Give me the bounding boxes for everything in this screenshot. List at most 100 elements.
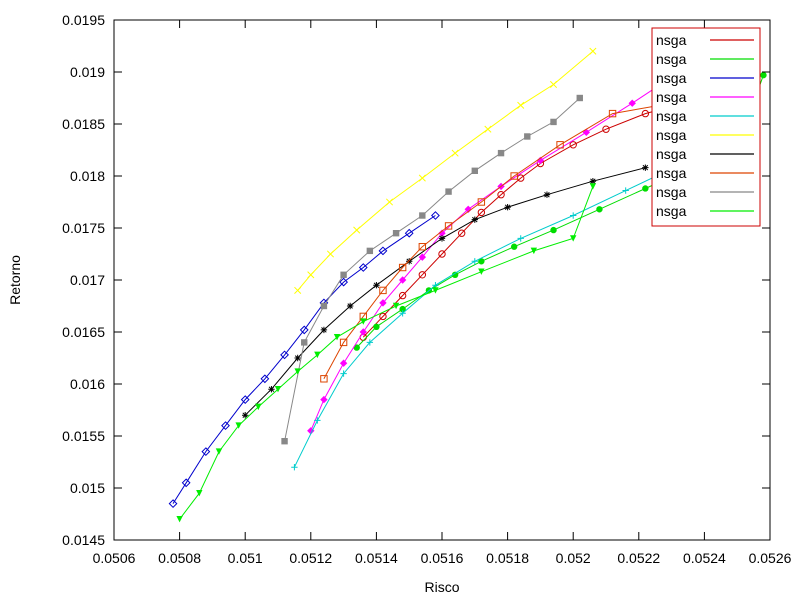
data-point <box>333 334 341 341</box>
data-point <box>418 253 427 261</box>
data-point <box>510 243 518 250</box>
data-point <box>569 141 577 149</box>
legend-label: nsga <box>656 184 687 200</box>
y-tick-label: 0.0155 <box>62 428 105 444</box>
legend-label: nsga <box>656 127 687 143</box>
data-point <box>339 338 348 347</box>
data-point <box>432 287 439 294</box>
data-point <box>404 228 414 238</box>
y-tick-label: 0.016 <box>70 376 105 392</box>
data-point <box>294 368 301 375</box>
data-point <box>484 125 492 133</box>
data-point <box>215 448 223 455</box>
x-tick-label: 0.0524 <box>683 550 726 566</box>
legend-label: nsga <box>656 32 687 48</box>
y-tick-label: 0.0165 <box>62 324 105 340</box>
data-point <box>392 302 400 310</box>
y-tick-label: 0.0145 <box>62 532 105 548</box>
x-axis-label: Risco <box>424 579 459 595</box>
data-point <box>477 198 486 206</box>
data-point <box>307 271 315 279</box>
data-point <box>589 183 597 190</box>
data-point <box>550 118 557 126</box>
legend-label: nsga <box>656 203 687 219</box>
data-point <box>268 386 275 393</box>
x-tick-label: 0.051 <box>228 550 263 566</box>
data-point <box>392 230 400 237</box>
data-point <box>760 71 767 79</box>
data-point <box>242 412 249 419</box>
x-tick-label: 0.0514 <box>355 550 398 566</box>
data-point <box>438 250 446 258</box>
data-point <box>457 229 466 237</box>
data-point <box>201 447 211 457</box>
series-9 <box>176 183 597 523</box>
y-tick-label: 0.017 <box>70 272 105 288</box>
data-point <box>294 354 301 362</box>
series-4 <box>291 120 728 471</box>
data-point <box>517 101 525 109</box>
data-point <box>471 167 478 174</box>
data-point <box>478 258 485 265</box>
data-point <box>471 258 478 265</box>
data-point <box>445 188 452 195</box>
data-point <box>291 464 298 471</box>
data-point <box>497 149 505 157</box>
data-point <box>281 438 288 445</box>
data-point <box>385 198 394 206</box>
series-5 <box>294 47 597 294</box>
y-tick-label: 0.0195 <box>62 12 105 28</box>
data-point <box>366 339 374 346</box>
data-point <box>642 164 649 171</box>
x-tick-label: 0.0506 <box>93 550 136 566</box>
data-point <box>556 141 564 149</box>
data-point <box>399 305 406 313</box>
data-point <box>235 422 242 429</box>
data-point <box>260 374 270 384</box>
data-point <box>340 370 347 377</box>
legend-label: nsga <box>656 146 687 162</box>
data-point <box>536 156 545 165</box>
data-point <box>366 247 374 255</box>
data-point <box>358 263 368 272</box>
y-tick-label: 0.0185 <box>62 116 105 132</box>
series-8 <box>281 94 583 445</box>
series-line <box>179 186 594 520</box>
data-point <box>418 174 426 182</box>
y-tick-label: 0.015 <box>70 480 105 496</box>
data-point <box>596 206 603 213</box>
data-point <box>570 235 577 242</box>
x-axis-ticks: 0.0506 0.0508 0.051 0.0512 0.0514 0.0516 0.051… <box>93 20 792 566</box>
data-point <box>399 310 406 317</box>
data-point <box>504 204 511 211</box>
data-point <box>438 229 446 237</box>
data-point <box>524 133 531 140</box>
series-line <box>362 87 744 338</box>
legend: nsga nsga nsga nsga nsga nsga nsga nsga nsga nsga <box>651 27 761 227</box>
data-point <box>550 226 557 234</box>
data-point <box>339 277 349 287</box>
data-point <box>589 178 597 185</box>
x-tick-label: 0.0512 <box>289 550 332 566</box>
legend-label: nsga <box>656 51 687 67</box>
data-point <box>353 344 360 351</box>
data-point <box>314 351 321 359</box>
data-point <box>360 318 367 325</box>
data-point <box>628 99 636 107</box>
data-point <box>622 187 629 194</box>
data-point <box>641 109 650 118</box>
data-point <box>301 339 308 346</box>
x-tick-label: 0.0526 <box>749 550 792 566</box>
data-point <box>451 149 459 157</box>
data-point <box>431 211 440 220</box>
data-point <box>418 243 427 251</box>
legend-box <box>651 27 761 227</box>
data-point <box>477 208 486 217</box>
data-point <box>543 191 551 198</box>
y-axis-ticks: 0.0145 0.015 0.0155 0.016 0.0165 0.017 0.0175 0… <box>62 12 770 548</box>
y-tick-label: 0.0175 <box>62 220 105 236</box>
data-point <box>570 212 577 219</box>
data-point <box>378 246 388 256</box>
data-point <box>168 499 178 509</box>
data-point <box>398 263 407 272</box>
